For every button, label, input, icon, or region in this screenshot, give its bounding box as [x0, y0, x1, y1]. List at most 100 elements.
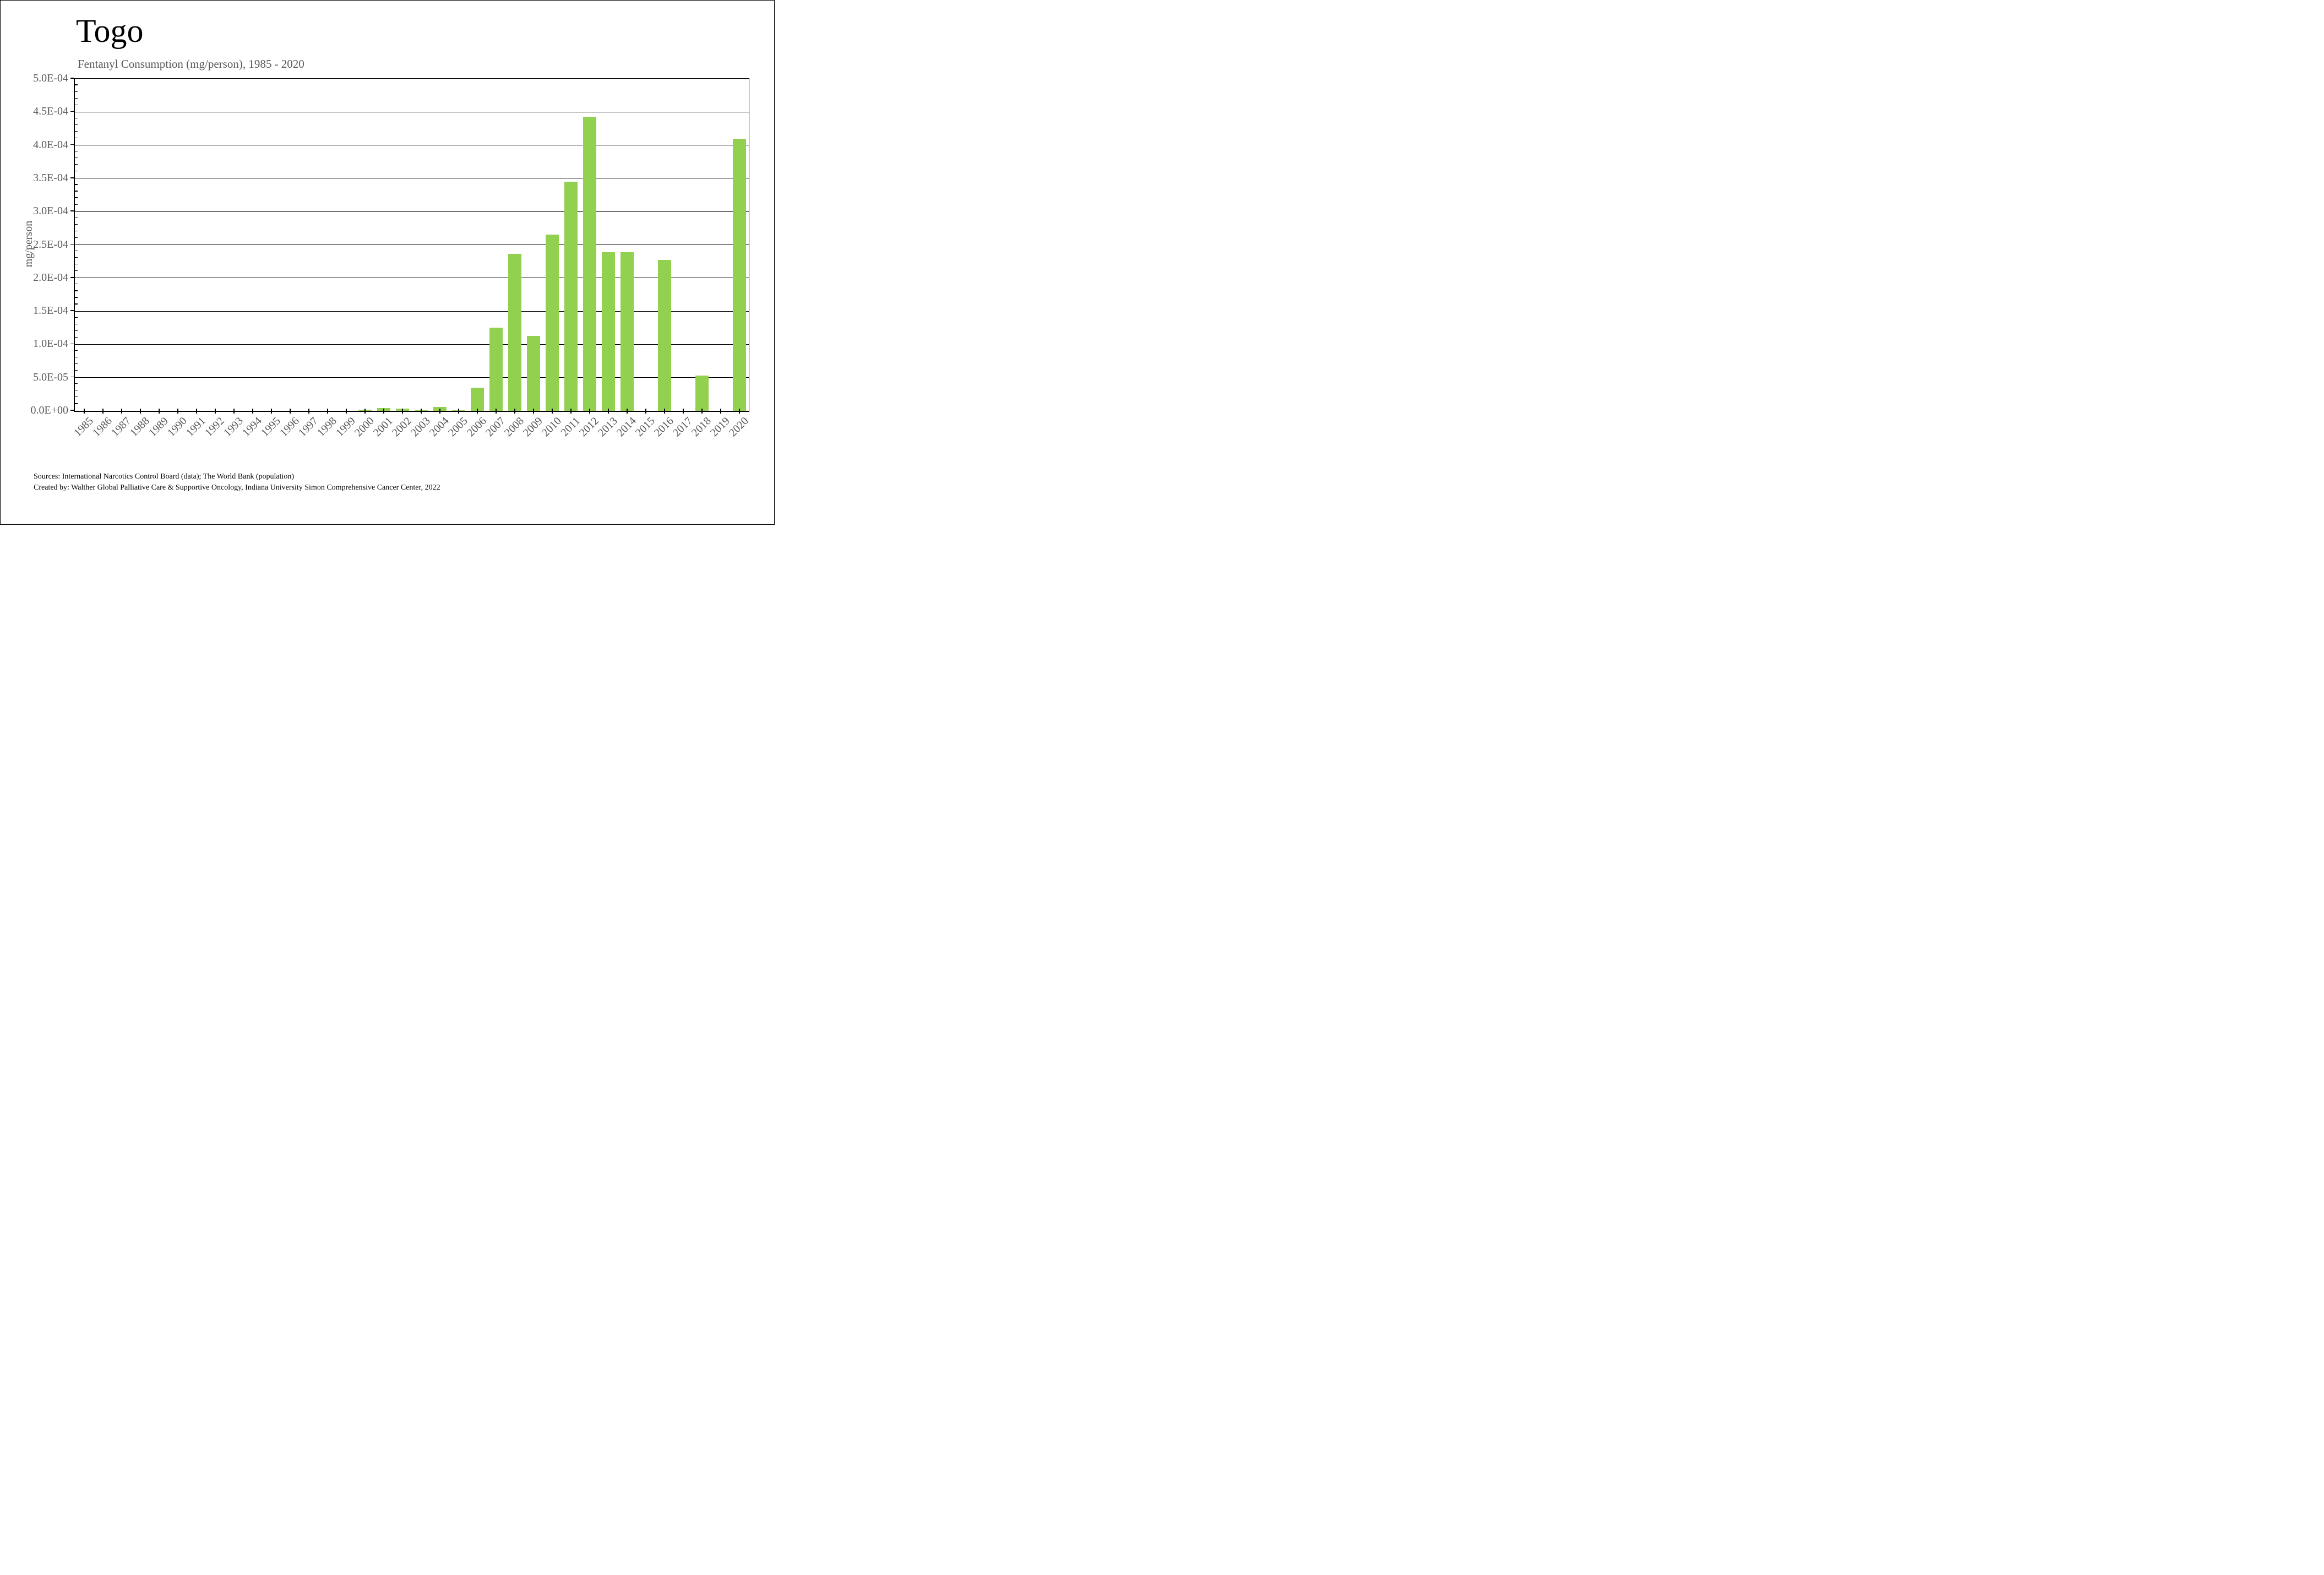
y-minor-tick: [75, 224, 78, 225]
x-tick: [177, 408, 178, 414]
x-tick: [720, 408, 721, 414]
x-tick: [196, 408, 197, 414]
y-major-tick: [70, 78, 74, 79]
x-tick: [458, 408, 459, 414]
chart-subtitle: Fentanyl Consumption (mg/person), 1985 -…: [78, 57, 304, 70]
y-minor-tick: [75, 330, 78, 331]
bar: [621, 252, 634, 411]
y-minor-tick: [75, 370, 78, 371]
gridline: [75, 344, 749, 345]
x-tick: [233, 408, 235, 414]
y-major-tick: [70, 144, 74, 145]
y-tick-label: 1.0E-04: [33, 338, 68, 350]
x-tick: [645, 408, 646, 414]
y-minor-tick: [75, 303, 78, 305]
bar: [546, 235, 559, 411]
y-tick-label: 3.5E-04: [33, 171, 68, 184]
plot-area: [74, 78, 749, 412]
x-tick: [252, 408, 253, 414]
x-tick: [552, 408, 553, 414]
y-minor-tick: [75, 336, 78, 338]
y-major-tick: [70, 410, 74, 411]
y-minor-tick: [75, 124, 78, 125]
y-tick-label: 5.0E-05: [33, 371, 68, 383]
x-tick: [627, 408, 628, 414]
bar: [527, 336, 540, 411]
y-major-tick: [70, 111, 74, 112]
x-tick: [140, 408, 141, 414]
y-tick-label: 1.5E-04: [33, 305, 68, 317]
x-tick: [683, 408, 684, 414]
y-minor-tick: [75, 237, 78, 238]
bar: [508, 254, 521, 411]
y-minor-tick: [75, 97, 78, 99]
bar: [583, 117, 596, 411]
x-tick: [327, 408, 328, 414]
y-major-tick: [70, 177, 74, 178]
x-tick: [121, 408, 122, 414]
x-tick: [383, 408, 384, 414]
y-minor-tick: [75, 91, 78, 92]
y-tick-label: 2.5E-04: [33, 238, 68, 251]
x-tick: [364, 408, 366, 414]
bar: [733, 139, 746, 411]
y-minor-tick: [75, 290, 78, 291]
bar: [564, 182, 578, 411]
x-tick: [439, 408, 440, 414]
y-major-tick: [70, 310, 74, 311]
y-minor-tick: [75, 363, 78, 365]
bar: [658, 260, 671, 411]
x-tick: [84, 408, 85, 414]
bar: [489, 328, 503, 411]
y-minor-tick: [75, 403, 78, 404]
y-tick-label: 3.0E-04: [33, 205, 68, 218]
y-minor-tick: [75, 317, 78, 318]
x-tick: [533, 408, 534, 414]
y-minor-tick: [75, 197, 78, 198]
y-tick-label: 4.0E-04: [33, 138, 68, 151]
x-tick: [589, 408, 590, 414]
source-note: Sources: International Narcotics Control…: [34, 471, 440, 494]
x-tick: [402, 408, 403, 414]
y-major-tick: [70, 343, 74, 345]
x-tick: [739, 408, 740, 414]
y-minor-tick: [75, 257, 78, 258]
x-tick: [570, 408, 572, 414]
x-tick: [308, 408, 309, 414]
x-tick: [271, 408, 272, 414]
chart-figure: Togo Fentanyl Consumption (mg/person), 1…: [0, 0, 775, 525]
y-tick-label: 4.5E-04: [33, 105, 68, 118]
bar: [695, 376, 709, 411]
gridline: [75, 377, 749, 378]
x-tick: [496, 408, 497, 414]
bar: [471, 388, 484, 411]
y-major-tick: [70, 210, 74, 211]
gridline: [75, 311, 749, 312]
source-line-1: Sources: International Narcotics Control…: [34, 472, 295, 481]
y-minor-tick: [75, 350, 78, 351]
bar: [602, 252, 615, 411]
y-major-tick: [70, 376, 74, 378]
x-tick: [477, 408, 478, 414]
x-tick: [159, 408, 160, 414]
x-tick: [701, 408, 703, 414]
y-major-tick: [70, 243, 74, 245]
y-tick-label: 5.0E-04: [33, 72, 68, 84]
y-minor-tick: [75, 131, 78, 132]
x-tick: [421, 408, 422, 414]
y-minor-tick: [75, 164, 78, 165]
y-minor-tick: [75, 270, 78, 271]
x-tick: [215, 408, 216, 414]
x-tick: [346, 408, 347, 414]
x-tick: [608, 408, 609, 414]
y-tick-label: 2.0E-04: [33, 271, 68, 284]
y-minor-tick: [75, 383, 78, 384]
gridline: [75, 211, 749, 212]
chart-title: Togo: [76, 13, 144, 49]
y-minor-tick: [75, 204, 78, 205]
x-tick: [102, 408, 104, 414]
x-tick: [290, 408, 291, 414]
x-tick: [664, 408, 665, 414]
source-line-2: Created by: Walther Global Palliative Ca…: [34, 484, 440, 492]
y-major-tick: [70, 277, 74, 278]
